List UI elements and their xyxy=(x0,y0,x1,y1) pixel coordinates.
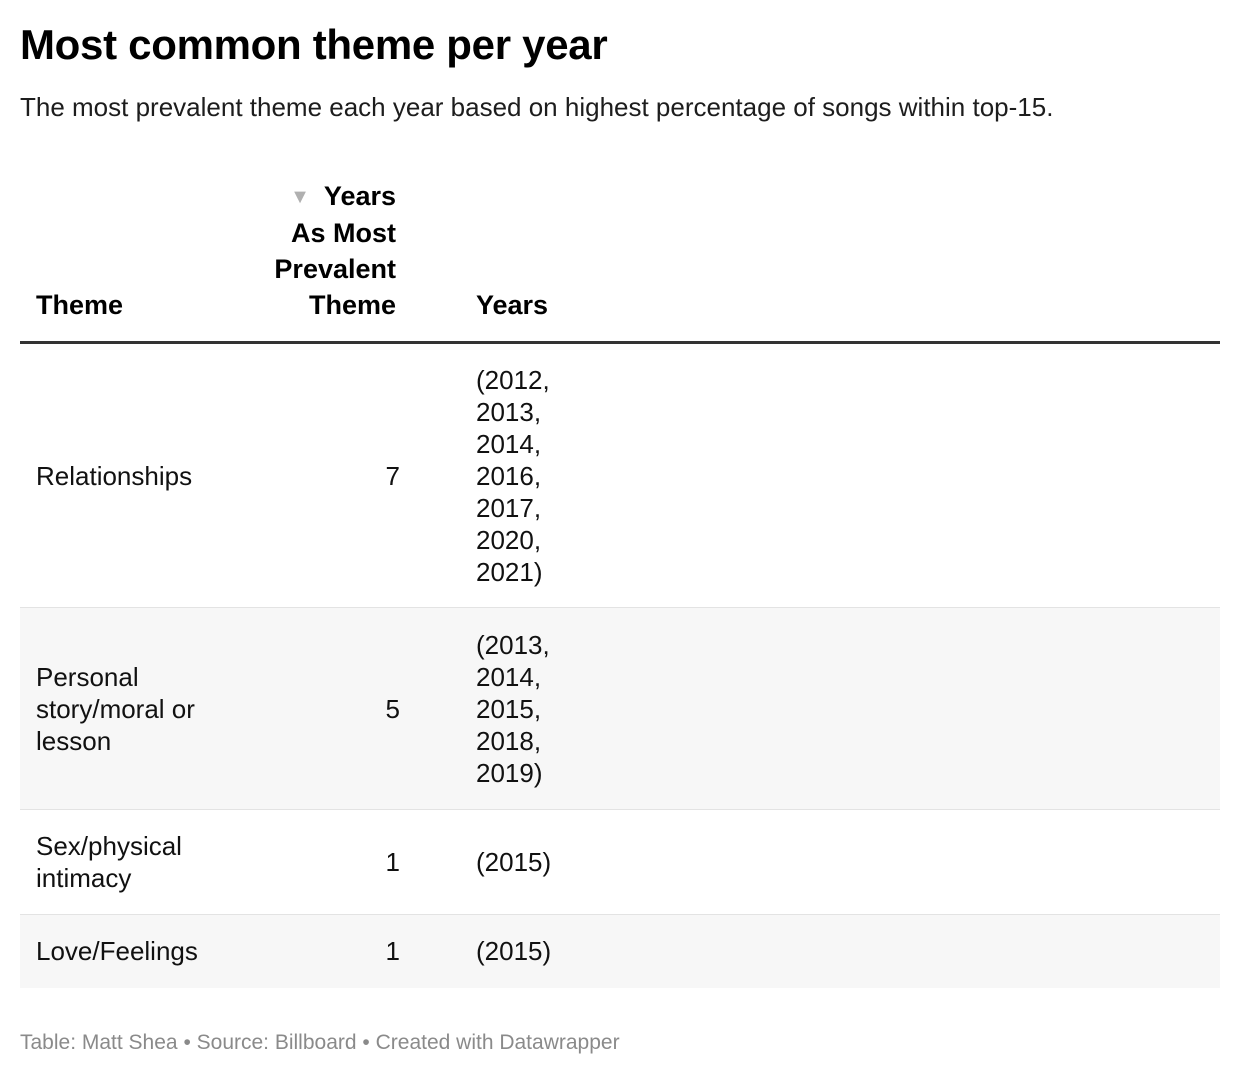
years-count-value: 7 xyxy=(385,460,400,491)
cell-theme: Personal story/moral or lesson xyxy=(20,607,236,810)
years-text: (2015) xyxy=(476,847,552,877)
years-count-value: 1 xyxy=(385,936,400,967)
years-count-value: 5 xyxy=(385,693,400,724)
table-row: Relationships 7 (2012, 2013, 2014, 2016, 2017,… xyxy=(20,342,1220,608)
years-text: (2013, 2014, 2015, 2018, 2019) xyxy=(476,629,550,788)
footer-separator: • xyxy=(183,1031,191,1054)
footer-tool: Created with Datawrapper xyxy=(375,1031,620,1054)
cell-years-count: 1 xyxy=(236,809,412,915)
theme-text: Relationships xyxy=(36,460,193,491)
header-theme[interactable]: Theme xyxy=(20,178,236,344)
theme-text: Sex/physical intimacy xyxy=(36,831,182,893)
chart-title: Most common theme per year xyxy=(20,21,608,68)
cell-years: (2015) xyxy=(412,914,1220,988)
table-row: Personal story/moral or lesson 5 (2013, 201… xyxy=(20,607,1220,810)
cell-years: (2013, 2014, 2015, 2018, 2019) xyxy=(412,607,1220,810)
cell-theme: Relationships xyxy=(20,342,236,608)
table-row: Love/Feelings 1 (2015) xyxy=(20,914,1220,988)
header-years-count-label: Years As Most Prevalent Theme xyxy=(274,181,396,320)
footer-separator: • xyxy=(362,1031,370,1054)
cell-years-count: 1 xyxy=(236,914,412,988)
cell-years-count: 5 xyxy=(236,607,412,810)
header-years-label: Years xyxy=(476,290,549,320)
cell-theme: Love/Feelings xyxy=(20,914,236,988)
table-body: Relationships 7 (2012, 2013, 2014, 2016, 2017,… xyxy=(20,342,1220,988)
years-text: (2015) xyxy=(476,936,552,967)
sort-descending-icon[interactable]: ▼ xyxy=(290,186,310,208)
header-years-count[interactable]: ▼ Years As Most Prevalent Theme xyxy=(236,178,412,344)
theme-text: Personal story/moral or lesson xyxy=(36,661,195,756)
cell-years-count: 7 xyxy=(236,342,412,608)
header-years[interactable]: Years xyxy=(412,178,1220,344)
chart-subtitle: The most prevalent theme each year based… xyxy=(20,92,1054,122)
cell-years: (2015) xyxy=(412,809,1220,915)
cell-years: (2012, 2013, 2014, 2016, 2017, 2020, 2021) xyxy=(412,342,1220,608)
years-count-value: 1 xyxy=(385,847,400,877)
cell-theme: Sex/physical intimacy xyxy=(20,809,236,915)
chart-footer: Table: Matt Shea • Source: Billboard • C… xyxy=(20,1029,620,1057)
footer-credit: Table: Matt Shea xyxy=(20,1031,178,1054)
theme-text: Love/Feelings xyxy=(36,936,198,967)
themes-table: Theme ▼ Years As Most Prevalent Theme Yea… xyxy=(20,178,1220,988)
table-row: Sex/physical intimacy 1 (2015) xyxy=(20,809,1220,915)
table-header: Theme ▼ Years As Most Prevalent Theme Yea… xyxy=(20,178,1220,344)
years-text: (2012, 2013, 2014, 2016, 2017, 2020, 2021) xyxy=(476,364,550,587)
footer-source: Source: Billboard xyxy=(196,1031,357,1054)
header-theme-label: Theme xyxy=(36,290,124,320)
